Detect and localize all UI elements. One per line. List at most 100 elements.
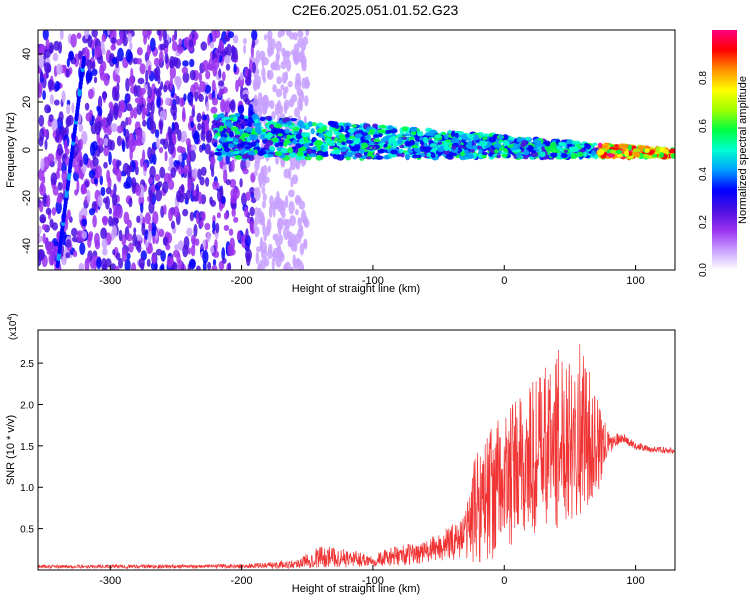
spectrogram-cell: [388, 136, 396, 143]
spectrogram-cell: [240, 141, 245, 146]
spectrogram-cell: [582, 151, 588, 158]
spectrogram-cell: [108, 151, 112, 166]
spectrogram-cell: [171, 121, 175, 132]
spectrogram-cell: [183, 164, 190, 174]
spectrogram-cell: [643, 154, 651, 159]
spectrogram-cell: [283, 226, 290, 240]
spectrogram-cell: [155, 90, 162, 98]
spectrogram-cell: [197, 122, 202, 131]
spectrogram-cell: [53, 245, 60, 252]
spectrogram-cell: [521, 139, 528, 146]
spectrogram-cell: [459, 154, 468, 161]
spectrogram-cell: [254, 160, 260, 171]
spectrogram-cell: [318, 132, 325, 138]
spectrogram-cell: [76, 179, 80, 194]
spectrogram-cell: [116, 159, 120, 170]
spectrogram-cell: [297, 30, 304, 38]
spectrogram-cell: [55, 200, 62, 214]
spectrogram-cell: [212, 180, 219, 191]
spectrogram-cell: [669, 148, 675, 154]
spectrogram-cell: [234, 154, 243, 160]
spectrogram-cell: [239, 113, 245, 120]
spectrogram-cell: [259, 150, 267, 156]
spectrogram-cell: [341, 141, 346, 145]
spectrogram-cell: [253, 221, 257, 233]
spectrogram-y-tick-label: 40: [21, 48, 33, 60]
spectrogram-cell: [372, 134, 380, 138]
spectrogram-cell: [239, 72, 244, 81]
spectrogram-cell: [243, 37, 247, 45]
spectrogram-cell: [261, 128, 267, 133]
spectrogram-cell: [299, 137, 306, 145]
spectrogram-cell: [224, 120, 232, 126]
spectrogram-cells: [38, 30, 675, 270]
spectrogram-cell: [202, 249, 209, 264]
spectrogram-cell: [129, 41, 133, 51]
spectrogram-cell: [110, 263, 117, 270]
spectrogram-cell: [247, 122, 252, 128]
spectrogram-cell: [43, 48, 51, 59]
spectrogram-cell: [671, 153, 675, 159]
spectrogram-cell: [148, 200, 155, 214]
spectrogram-cell: [106, 112, 113, 127]
snr-y-tick-label: 1.0: [20, 483, 34, 494]
spectrogram-cell: [159, 50, 164, 63]
colorbar-tick-label: 0.6: [698, 119, 709, 133]
spectrogram-cell: [133, 107, 138, 119]
spectrogram-cell: [87, 236, 92, 248]
spectrogram-cell: [88, 169, 96, 179]
spectrogram-cell: [39, 183, 46, 196]
spectrogram-cell: [277, 104, 284, 115]
spectrogram-cell: [288, 200, 295, 215]
spectrogram-cell: [152, 254, 157, 265]
spectrogram-cell: [147, 86, 152, 99]
spectrogram-cell: [310, 128, 315, 135]
spectrogram-cell: [407, 149, 414, 154]
spectrogram-cell: [110, 44, 116, 51]
spectrogram-cell: [73, 53, 80, 67]
spectrogram-cell: [231, 208, 236, 218]
spectrogram-cell: [115, 252, 121, 261]
spectrogram-cell: [116, 135, 123, 147]
spectrogram-cell: [142, 107, 149, 116]
spectrogram-cell: [65, 68, 70, 78]
spectrogram-cell: [44, 104, 51, 114]
spectrogram-cell: [189, 211, 195, 222]
spectrogram-cell: [423, 146, 431, 153]
spectrogram-cell: [128, 75, 135, 87]
spectrogram-cell: [596, 148, 605, 156]
spectrogram-cell: [190, 144, 197, 152]
spectrogram-cell: [181, 111, 186, 123]
spectrogram-cell: [168, 156, 174, 167]
spectrogram-cell: [148, 176, 154, 185]
spectrogram-cell: [55, 127, 61, 138]
spectrogram-cell: [202, 114, 207, 121]
spectrogram-cell: [659, 151, 664, 158]
spectrogram-cell: [221, 247, 226, 261]
spectrogram-cell: [141, 222, 146, 236]
spectrogram-cell: [164, 150, 168, 162]
spectrogram-cell: [291, 174, 299, 185]
spectrogram-cell: [38, 46, 43, 56]
spectrogram-cell: [133, 227, 137, 234]
spectrogram-cell: [333, 149, 341, 155]
spectrogram-cell: [81, 183, 87, 194]
spectrogram-y-ticks: -40 -20 0 20 40: [21, 48, 43, 254]
spectrogram-cell: [633, 151, 641, 158]
spectrogram-cell: [215, 222, 220, 234]
spectrogram-cell: [64, 139, 68, 152]
spectrogram-cell: [451, 145, 457, 150]
spectrogram-cell: [467, 133, 475, 139]
spectrogram-cell: [101, 117, 107, 131]
spectrogram-cell: [295, 72, 302, 87]
spectrogram-cell: [271, 111, 276, 120]
spectrogram-cell: [531, 149, 536, 154]
spectrogram-cell: [253, 187, 259, 196]
spectrogram-cell: [97, 137, 104, 147]
spectrogram-cell: [533, 139, 542, 145]
spectrogram-cell: [125, 78, 130, 92]
spectrogram-cell: [156, 94, 161, 109]
spectrogram-cell: [223, 146, 230, 152]
spectrogram-cell: [265, 139, 274, 146]
spectrogram-cell: [244, 145, 250, 150]
